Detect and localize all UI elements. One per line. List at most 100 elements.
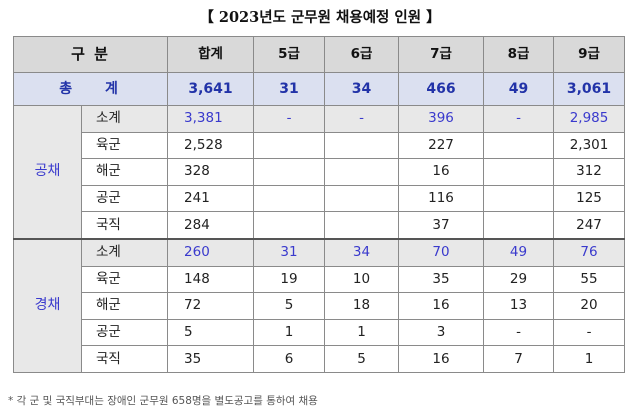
cell-g8: 7 <box>483 345 555 373</box>
header-grade-6: 6급 <box>324 36 400 73</box>
cell-g9: 125 <box>553 184 626 213</box>
cell-g5 <box>253 158 326 186</box>
header-row: 구 분 합계 5급 6급 7급 8급 9급 <box>12 36 626 73</box>
header-grade-5: 5급 <box>253 36 326 73</box>
table-row: 국직 284 37 247 <box>14 211 626 240</box>
grand-total-g9: 3,061 <box>553 72 626 106</box>
cell-g6 <box>324 184 400 213</box>
unit-label: 소계 <box>80 105 169 133</box>
unit-label: 공군 <box>80 184 169 213</box>
table-row: 공군 241 116 125 <box>14 184 626 213</box>
table-row: 육군 2,528 227 2,301 <box>14 131 626 160</box>
cell-g9: 20 <box>553 292 626 320</box>
grand-total-label: 총 계 <box>12 72 169 106</box>
unit-label: 소계 <box>80 237 169 267</box>
group-label-career: 경채 <box>13 237 82 373</box>
cell-total: 35 <box>167 345 255 373</box>
cell-g7: 70 <box>398 237 485 267</box>
cell-g9: - <box>553 318 626 347</box>
cell-total: 3,381 <box>167 105 255 133</box>
cell-total: 5 <box>167 318 255 347</box>
cell-g7: 35 <box>398 265 485 294</box>
unit-label: 국직 <box>80 345 169 373</box>
cell-total: 72 <box>167 292 255 320</box>
cell-total: 148 <box>167 265 255 294</box>
table-row: 육군 148 19 10 35 29 55 <box>14 265 626 294</box>
cell-g5 <box>253 211 326 240</box>
cell-g7: 227 <box>398 131 485 160</box>
cell-g8: - <box>483 105 555 133</box>
cell-g5: 1 <box>253 318 326 347</box>
cell-g8 <box>483 184 555 213</box>
cell-g9: 2,301 <box>553 131 626 160</box>
grand-total-sum: 3,641 <box>167 72 255 106</box>
cell-total: 284 <box>167 211 255 240</box>
cell-g8: 49 <box>483 237 555 267</box>
cell-g7: 16 <box>398 292 485 320</box>
cell-g9: 76 <box>553 237 626 267</box>
cell-g5: - <box>253 105 326 133</box>
page-title: 【 2023년도 군무원 채용예정 인원 】 <box>199 9 441 26</box>
cell-g9: 312 <box>553 158 626 186</box>
table-row: 경채 소계 260 31 34 70 49 76 <box>13 237 626 373</box>
cell-total: 260 <box>167 237 255 267</box>
header-grade-7: 7급 <box>398 36 485 73</box>
cell-g6: 5 <box>324 345 400 373</box>
cell-g5: 19 <box>253 265 326 294</box>
cell-g5: 31 <box>253 237 326 267</box>
cell-g8 <box>483 211 555 240</box>
cell-g6: 1 <box>324 318 400 347</box>
cell-g6 <box>324 211 400 240</box>
unit-label: 육군 <box>80 131 169 160</box>
grand-total-row: 총 계 3,641 31 34 466 49 3,061 <box>12 72 626 106</box>
cell-total: 2,528 <box>167 131 255 160</box>
cell-g6 <box>324 131 400 160</box>
cell-g7: 16 <box>398 345 485 373</box>
table-row: 공채 소계 3,381 - - 396 - 2,985 <box>13 104 626 240</box>
recruitment-table: 구 분 합계 5급 6급 7급 8급 9급 총 계 3,641 31 34 46… <box>12 36 626 373</box>
unit-label: 해군 <box>80 292 169 320</box>
cell-g9: 1 <box>553 345 626 373</box>
cell-g6 <box>324 158 400 186</box>
cell-g6: - <box>324 105 400 133</box>
table-row: 해군 72 5 18 16 13 20 <box>14 292 626 320</box>
cell-g5 <box>253 184 326 213</box>
grand-total-g5: 31 <box>253 72 326 106</box>
cell-g7: 396 <box>398 105 485 133</box>
cell-g5: 6 <box>253 345 326 373</box>
unit-label: 국직 <box>80 211 169 240</box>
cell-g9: 247 <box>553 211 626 240</box>
cell-g6: 18 <box>324 292 400 320</box>
cell-g7: 16 <box>398 158 485 186</box>
cell-g8: - <box>483 318 555 347</box>
cell-g6: 10 <box>324 265 400 294</box>
grand-total-g6: 34 <box>324 72 400 106</box>
unit-label: 공군 <box>80 318 169 347</box>
cell-g8: 29 <box>483 265 555 294</box>
unit-label: 육군 <box>80 265 169 294</box>
grand-total-g8: 49 <box>483 72 555 106</box>
cell-g9: 55 <box>553 265 626 294</box>
cell-g8 <box>483 158 555 186</box>
header-grade-8: 8급 <box>483 36 555 73</box>
header-grade-9: 9급 <box>553 36 626 73</box>
cell-g5: 5 <box>253 292 326 320</box>
table-row: 공군 5 1 1 3 - - <box>14 318 626 347</box>
cell-g7: 37 <box>398 211 485 240</box>
cell-g5 <box>253 131 326 160</box>
cell-g9: 2,985 <box>553 105 626 133</box>
header-total: 합계 <box>167 36 255 73</box>
group-label-public: 공채 <box>13 104 82 240</box>
table-row: 국직 35 6 5 16 7 1 <box>14 345 626 373</box>
cell-total: 241 <box>167 184 255 213</box>
grand-total-g7: 466 <box>398 72 485 106</box>
header-gubun: 구 분 <box>12 36 169 73</box>
cell-g8 <box>483 131 555 160</box>
cell-total: 328 <box>167 158 255 186</box>
unit-label: 해군 <box>80 158 169 186</box>
footnote: * 각 군 및 국직부대는 장애인 군무원 658명을 별도공고를 통하여 채용 <box>8 395 318 407</box>
cell-g8: 13 <box>483 292 555 320</box>
table-row: 해군 328 16 312 <box>14 158 626 186</box>
cell-g7: 116 <box>398 184 485 213</box>
cell-g7: 3 <box>398 318 485 347</box>
